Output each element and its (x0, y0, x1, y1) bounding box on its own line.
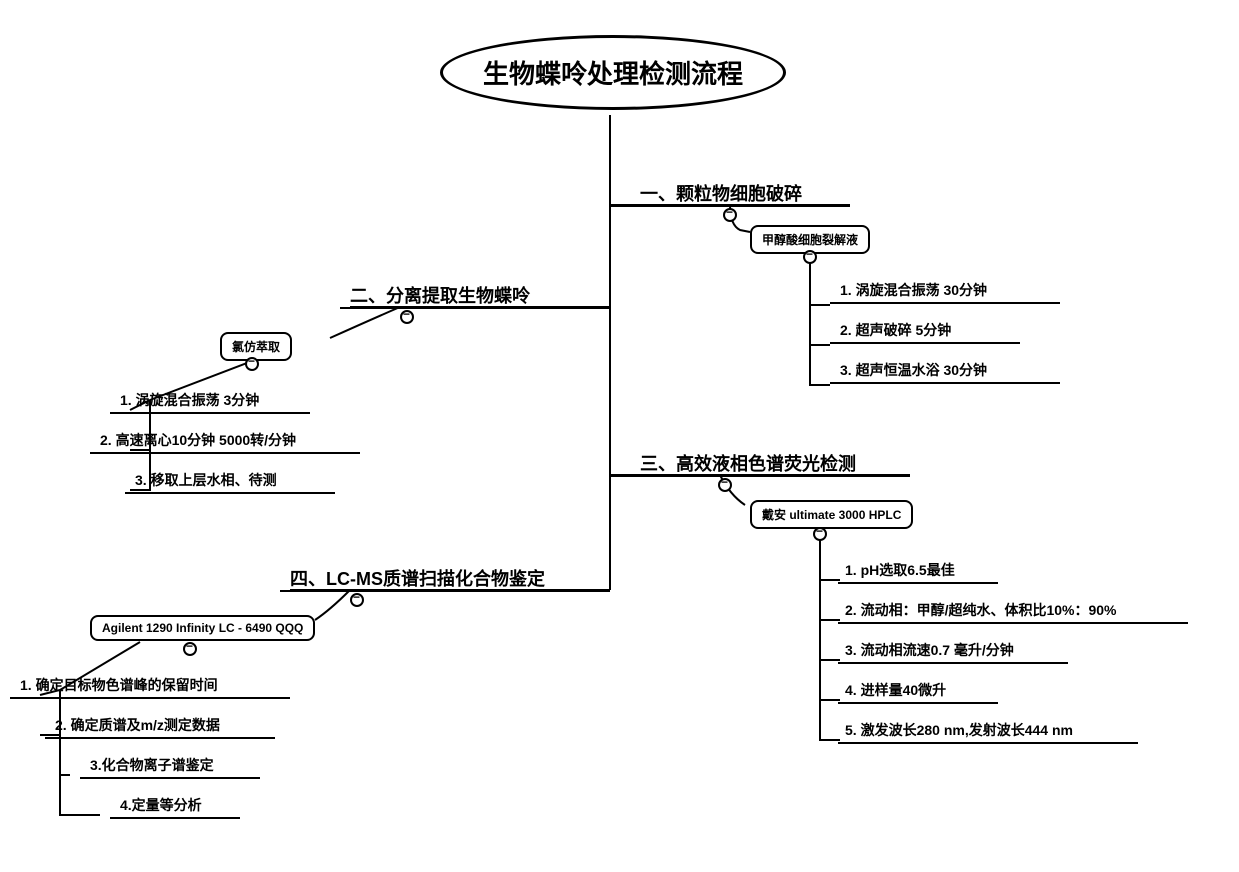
section-4-label: 四、LC-MS质谱扫描化合物鉴定 (290, 565, 545, 591)
s3-leaf-3-ul (838, 662, 1068, 664)
section-3-label: 三、高效液相色谱荧光检测 (640, 450, 856, 476)
s3-leaf-1-ul (838, 582, 998, 584)
s4-leaf-4-text: 4.定量等分析 (120, 797, 202, 813)
s4-leaf-4: 4.定量等分析 (120, 795, 202, 815)
s1-leaf-3-ul (830, 382, 1060, 384)
s2-leaf-1-text: 1. 涡旋混合振荡 3分钟 (120, 392, 259, 408)
s3-leaf-2-text: 2. 流动相：甲醇/超纯水、体积比10%：90% (845, 602, 1117, 618)
s4-leaf-3-ul (80, 777, 260, 779)
s3-leaf-4-text: 4. 进样量40微升 (845, 682, 946, 698)
s3-leaf-4-ul (838, 702, 998, 704)
section-2-label: 二、分离提取生物蝶呤 (350, 282, 530, 308)
s1-leaf-3: 3. 超声恒温水浴 30分钟 (840, 360, 987, 380)
s4-leaf-3-text: 3.化合物离子谱鉴定 (90, 757, 214, 773)
s1-leaf-2-text: 2. 超声破碎 5分钟 (840, 322, 951, 338)
s3-leaf-3: 3. 流动相流速0.7 毫升/分钟 (845, 640, 1014, 660)
s3-leaf-2-ul (838, 622, 1188, 624)
collapse-icon[interactable] (350, 593, 364, 607)
s4-leaf-2: 2. 确定质谱及m/z测定数据 (55, 715, 220, 735)
s4-leaf-2-text: 2. 确定质谱及m/z测定数据 (55, 717, 220, 733)
s3-leaf-1: 1. pH选取6.5最佳 (845, 560, 955, 580)
s1-leaf-1-text: 1. 涡旋混合振荡 30分钟 (840, 282, 987, 298)
s3-leaf-5: 5. 激发波长280 nm,发射波长444 nm (845, 720, 1073, 740)
collapse-icon[interactable] (803, 250, 817, 264)
s3-label-text: 三、高效液相色谱荧光检测 (640, 454, 856, 474)
s1-sublabel: 甲醇酸细胞裂解液 (762, 233, 858, 247)
s2-leaf-1-ul (110, 412, 310, 414)
root-title: 生物蝶呤处理检测流程 (440, 35, 786, 110)
s2-leaf-3-text: 3. 移取上层水相、待测 (135, 472, 277, 488)
s2-leaf-2-ul (90, 452, 360, 454)
s3-leaf-1-text: 1. pH选取6.5最佳 (845, 562, 955, 578)
root-text: 生物蝶呤处理检测流程 (483, 59, 743, 89)
s3-leaf-3-text: 3. 流动相流速0.7 毫升/分钟 (845, 642, 1014, 658)
collapse-icon[interactable] (723, 208, 737, 222)
s1-leaf-1: 1. 涡旋混合振荡 30分钟 (840, 280, 987, 300)
collapse-icon[interactable] (245, 357, 259, 371)
s1-leaf-2-ul (830, 342, 1020, 344)
s1-label-text: 一、颗粒物细胞破碎 (640, 184, 802, 204)
s1-leaf-2: 2. 超声破碎 5分钟 (840, 320, 951, 340)
s3-leaf-2: 2. 流动相：甲醇/超纯水、体积比10%：90% (845, 600, 1117, 620)
s2-underline (340, 307, 610, 309)
s3-leaf-5-ul (838, 742, 1138, 744)
s4-leaf-1-ul (10, 697, 290, 699)
s3-sublabel-box: 戴安 ultimate 3000 HPLC (750, 500, 913, 529)
s2-sublabel: 氯仿萃取 (232, 340, 280, 354)
s4-leaf-3: 3.化合物离子谱鉴定 (90, 755, 214, 775)
s4-label-text: 四、LC-MS质谱扫描化合物鉴定 (290, 569, 545, 589)
s2-leaf-1: 1. 涡旋混合振荡 3分钟 (120, 390, 259, 410)
collapse-icon[interactable] (813, 527, 827, 541)
s3-sublabel: 戴安 ultimate 3000 HPLC (762, 508, 901, 522)
s2-leaf-3: 3. 移取上层水相、待测 (135, 470, 277, 490)
s4-leaf-1: 1. 确定目标物色谱峰的保留时间 (20, 675, 218, 695)
s4-leaf-1-text: 1. 确定目标物色谱峰的保留时间 (20, 677, 218, 693)
s2-sublabel-box: 氯仿萃取 (220, 332, 292, 361)
s2-label-text: 二、分离提取生物蝶呤 (350, 286, 530, 306)
s1-leaf-3-text: 3. 超声恒温水浴 30分钟 (840, 362, 987, 378)
s4-sublabel-box: Agilent 1290 Infinity LC - 6490 QQQ (90, 615, 315, 641)
section-1-label: 一、颗粒物细胞破碎 (640, 180, 802, 206)
s3-leaf-4: 4. 进样量40微升 (845, 680, 946, 700)
s4-leaf-2-ul (45, 737, 275, 739)
s3-underline (610, 475, 910, 477)
collapse-icon[interactable] (400, 310, 414, 324)
s4-leaf-4-ul (110, 817, 240, 819)
collapse-icon[interactable] (718, 478, 732, 492)
s3-leaf-5-text: 5. 激发波长280 nm,发射波长444 nm (845, 722, 1073, 738)
s2-leaf-3-ul (125, 492, 335, 494)
s1-leaf-1-ul (830, 302, 1060, 304)
s2-leaf-2-text: 2. 高速离心10分钟 5000转/分钟 (100, 432, 296, 448)
s2-leaf-2: 2. 高速离心10分钟 5000转/分钟 (100, 430, 296, 450)
s4-sublabel: Agilent 1290 Infinity LC - 6490 QQQ (102, 621, 303, 635)
collapse-icon[interactable] (183, 642, 197, 656)
s4-underline (280, 590, 610, 592)
